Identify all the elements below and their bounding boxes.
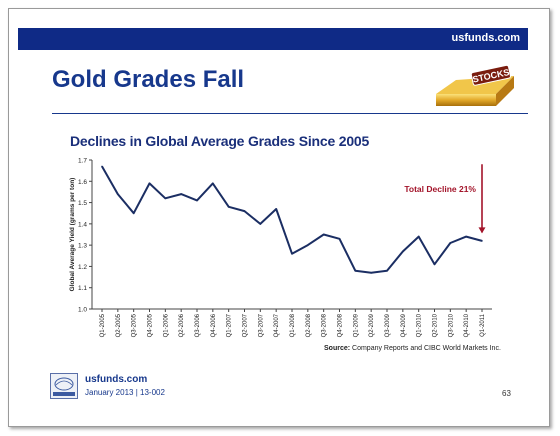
usfunds-logo-icon — [50, 373, 78, 399]
x-tick-label: Q4-2006 — [211, 313, 217, 337]
series-line — [101, 165, 483, 274]
x-tick-label: Q1-2005 — [100, 313, 106, 337]
y-tick-label: 1.4 — [78, 221, 87, 228]
data-point — [465, 235, 467, 238]
x-tick-label: Q1-2008 — [290, 313, 296, 337]
data-point — [196, 199, 198, 202]
x-tick-label: Q2-2010 — [433, 313, 439, 337]
data-point — [417, 235, 420, 238]
data-point — [117, 193, 119, 195]
x-tick-label: Q3-2005 — [132, 313, 138, 337]
y-tick-label: 1.2 — [78, 264, 87, 271]
data-point — [259, 223, 262, 225]
data-point — [101, 165, 103, 168]
y-axis-label: Global Average Yield (grams per ton) — [69, 178, 76, 292]
data-point — [148, 182, 151, 185]
source-label: Source: — [324, 345, 351, 352]
x-tick-label: Q4-2005 — [148, 313, 154, 337]
data-point — [322, 233, 325, 236]
chart-title: Declines in Global Average Grades Since … — [70, 133, 370, 149]
data-point — [402, 250, 404, 253]
x-tick-label: Q3-2009 — [385, 313, 391, 337]
x-tick-label: Q3-2008 — [322, 313, 328, 337]
data-point — [370, 272, 372, 274]
data-point — [307, 244, 309, 246]
data-point — [291, 252, 293, 255]
data-point — [227, 206, 230, 208]
y-tick-label: 1.5 — [78, 200, 87, 207]
x-tick-label: Q1-2011 — [480, 313, 486, 337]
annotation-arrow-head — [478, 227, 486, 234]
x-tick-label: Q1-2007 — [227, 313, 233, 337]
x-tick-label: Q4-2007 — [274, 313, 280, 337]
data-point — [212, 182, 214, 185]
x-tick-label: Q3-2010 — [448, 313, 454, 337]
data-point — [386, 269, 388, 272]
header-site: usfunds.com — [451, 32, 520, 44]
data-point — [338, 237, 341, 240]
data-point — [275, 208, 277, 210]
x-tick-label: Q4-2009 — [401, 313, 407, 337]
footer-site: usfunds.com — [85, 374, 148, 385]
annotation-label: Total Decline 21% — [404, 184, 476, 194]
x-tick-label: Q2-2009 — [369, 313, 375, 337]
x-tick-label: Q2-2006 — [179, 313, 185, 337]
x-tick-label: Q2-2008 — [306, 313, 312, 337]
header-bar: usfunds.com — [18, 28, 528, 50]
data-point — [354, 269, 357, 272]
x-tick-label: Q2-2005 — [116, 313, 122, 337]
x-tick-label: Q3-2007 — [258, 313, 264, 337]
gold-bar-logo: STOCKS — [436, 64, 514, 106]
x-tick-label: Q4-2008 — [338, 313, 344, 337]
page-number: 63 — [502, 389, 511, 398]
y-tick-label: 1.3 — [78, 243, 87, 250]
x-tick-label: Q1-2006 — [163, 313, 169, 337]
data-point — [433, 263, 436, 266]
data-point — [164, 197, 167, 200]
slide-title: Gold Grades Fall — [52, 66, 245, 93]
data-point — [243, 210, 246, 212]
line-chart: 1.0 1.1 1.2 1.3 1.4 1.5 1.6 1.7 Global Average Y… — [69, 158, 492, 337]
x-tick-label: Q1-2010 — [417, 313, 423, 337]
x-tick-label: Q1-2009 — [353, 313, 359, 337]
y-tick-label: 1.6 — [78, 179, 87, 186]
y-tick-label: 1.1 — [78, 285, 87, 292]
data-point — [132, 212, 135, 215]
footer-date: January 2013 | 13-002 — [85, 388, 165, 397]
data-point — [449, 242, 452, 244]
x-tick-label: Q2-2007 — [243, 313, 249, 337]
x-tick-label: Q3-2006 — [195, 313, 201, 337]
y-tick-label: 1.0 — [78, 307, 87, 314]
data-point — [180, 193, 182, 195]
x-tick-label: Q4-2010 — [464, 313, 470, 337]
y-tick-label: 1.7 — [78, 158, 87, 165]
data-point — [481, 240, 483, 242]
title-rule — [52, 113, 528, 114]
source-text: Company Reports and CIBC World Markets I… — [352, 345, 501, 352]
source-note: Source: Company Reports and CIBC World M… — [324, 345, 501, 352]
